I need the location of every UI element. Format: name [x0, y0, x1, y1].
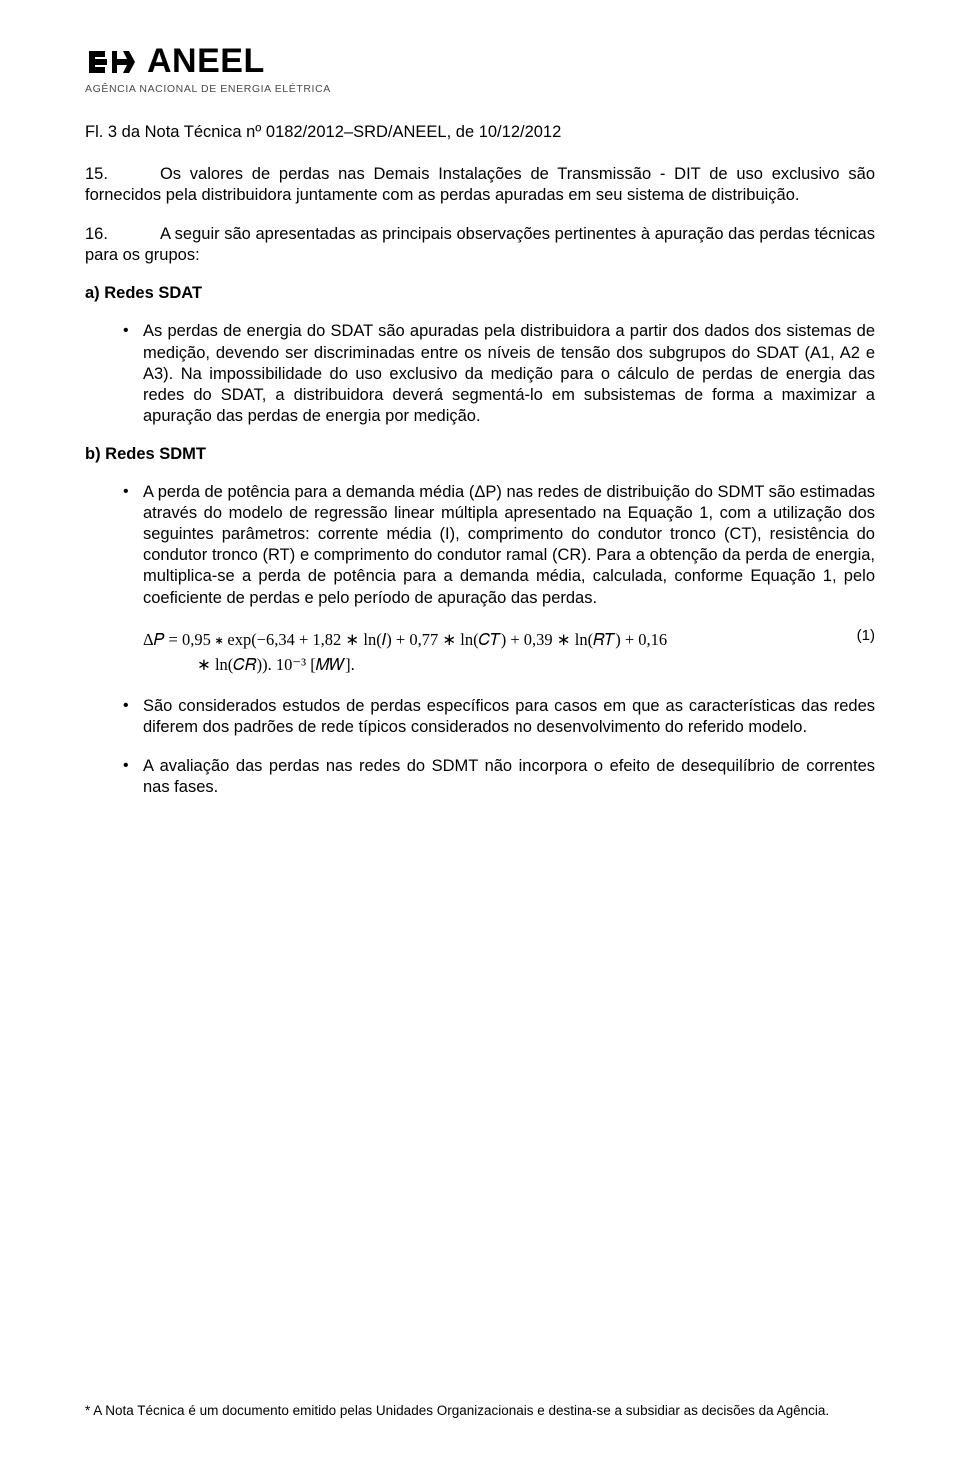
section-b-list-1: A perda de potência para a demanda média…: [85, 482, 875, 609]
logo-header: ANEEL AGÊNCIA NACIONAL DE ENERGIA ELÉTRI…: [85, 42, 875, 95]
paragraph-15: 15.Os valores de perdas nas Demais Insta…: [85, 164, 875, 206]
equation-line-1: Δ𝑃 = 0,95 ∗ exp(−6,34 + 1,82 ∗ ln(𝐼) + 0…: [143, 630, 667, 649]
para-text: Os valores de perdas nas Demais Instalaç…: [85, 165, 875, 204]
logo-subtitle: AGÊNCIA NACIONAL DE ENERGIA ELÉTRICA: [85, 83, 875, 95]
section-a-bullet-1: As perdas de energia do SDAT são apurada…: [143, 321, 875, 427]
equation-line-2: ∗ ln(𝐶𝑅)). 10⁻³ [𝑀𝑊].: [197, 652, 355, 678]
section-a-heading: a) Redes SDAT: [85, 284, 875, 303]
section-b-list-2: São considerados estudos de perdas espec…: [85, 696, 875, 798]
section-b-bullet-3: A avaliação das perdas nas redes do SDMT…: [143, 756, 875, 798]
para-number: 15.: [85, 165, 108, 183]
para-number: 16.: [85, 225, 108, 243]
paragraph-16: 16.A seguir são apresentadas as principa…: [85, 224, 875, 266]
section-b-bullet-1: A perda de potência para a demanda média…: [143, 482, 875, 609]
logo-mark-icon: [85, 47, 139, 77]
equation-1: Δ𝑃 = 0,95 ∗ exp(−6,34 + 1,82 ∗ ln(𝐼) + 0…: [85, 627, 875, 678]
page-reference: Fl. 3 da Nota Técnica nº 0182/2012–SRD/A…: [85, 123, 875, 142]
section-b-bullet-2: São considerados estudos de perdas espec…: [143, 696, 875, 738]
section-b-heading: b) Redes SDMT: [85, 445, 875, 464]
section-a-list: As perdas de energia do SDAT são apurada…: [85, 321, 875, 427]
para-text: A seguir são apresentadas as principais …: [85, 225, 875, 264]
logo-name: ANEEL: [147, 42, 265, 81]
equation-text: Δ𝑃 = 0,95 ∗ exp(−6,34 + 1,82 ∗ ln(𝐼) + 0…: [143, 627, 833, 678]
logo-main: ANEEL: [85, 42, 875, 81]
footnote: * A Nota Técnica é um documento emitido …: [85, 1403, 875, 1418]
equation-label: (1): [857, 627, 875, 644]
